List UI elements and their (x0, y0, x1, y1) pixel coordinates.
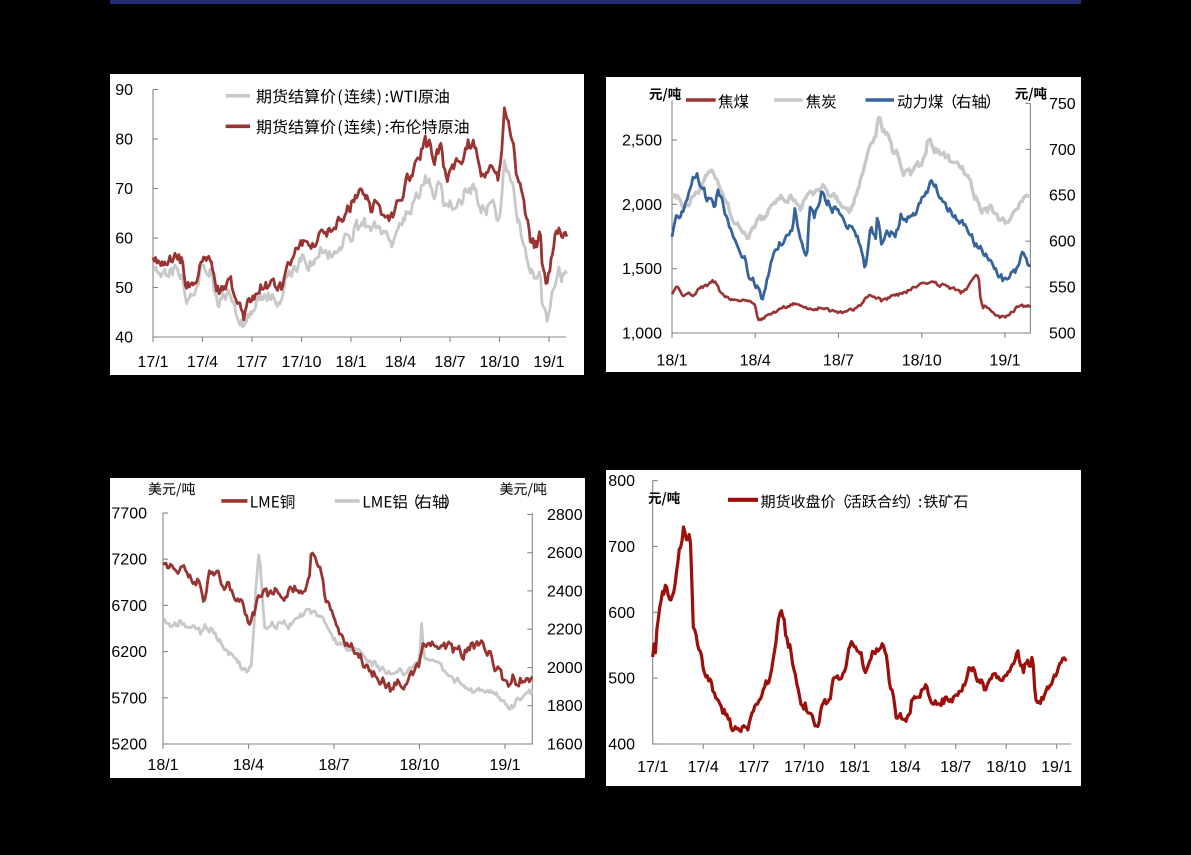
svg-text:700: 700 (1049, 142, 1076, 159)
svg-text:18/4: 18/4 (385, 354, 416, 371)
svg-text:18/10: 18/10 (986, 759, 1026, 776)
svg-text:18/4: 18/4 (233, 757, 264, 774)
svg-text:70: 70 (115, 181, 133, 198)
svg-text:17/7: 17/7 (738, 759, 769, 776)
svg-text:400: 400 (608, 737, 635, 754)
svg-text:19/1: 19/1 (533, 354, 564, 371)
svg-text:650: 650 (1049, 188, 1076, 205)
svg-text:17/10: 17/10 (281, 354, 321, 371)
svg-text:800: 800 (608, 473, 635, 490)
svg-text:90: 90 (115, 82, 133, 99)
svg-text:1,500: 1,500 (622, 261, 662, 278)
svg-text:1,000: 1,000 (622, 326, 662, 343)
svg-text:5700: 5700 (111, 690, 147, 707)
svg-text:50: 50 (115, 280, 133, 297)
svg-text:18/4: 18/4 (890, 759, 921, 776)
svg-text:5200: 5200 (111, 737, 147, 754)
svg-text:1800: 1800 (547, 698, 583, 715)
svg-text:2600: 2600 (547, 545, 583, 562)
svg-text:2800: 2800 (547, 507, 583, 524)
svg-text:500: 500 (1049, 326, 1076, 343)
svg-text:550: 550 (1049, 280, 1076, 297)
svg-text:7200: 7200 (111, 552, 147, 569)
svg-text:2,000: 2,000 (622, 197, 662, 214)
svg-text:2200: 2200 (547, 622, 583, 639)
svg-text:6700: 6700 (111, 598, 147, 615)
svg-text:19/1: 19/1 (1041, 759, 1072, 776)
svg-text:18/7: 18/7 (940, 759, 971, 776)
svg-text:17/1: 17/1 (137, 354, 168, 371)
svg-text:18/10: 18/10 (902, 353, 942, 370)
svg-text:18/1: 18/1 (656, 353, 687, 370)
svg-text:500: 500 (608, 671, 635, 688)
svg-text:18/7: 18/7 (823, 353, 854, 370)
svg-text:17/4: 17/4 (187, 354, 218, 371)
svg-text:700: 700 (608, 539, 635, 556)
svg-text:7700: 7700 (111, 506, 147, 523)
svg-text:6200: 6200 (111, 644, 147, 661)
svg-text:17/4: 17/4 (688, 759, 719, 776)
svg-text:60: 60 (115, 231, 133, 248)
svg-text:19/1: 19/1 (489, 757, 520, 774)
svg-text:2,500: 2,500 (622, 133, 662, 150)
svg-text:2400: 2400 (547, 583, 583, 600)
svg-text:600: 600 (608, 605, 635, 622)
svg-text:17/10: 17/10 (784, 759, 824, 776)
svg-text:1600: 1600 (547, 737, 583, 754)
svg-text:18/1: 18/1 (839, 759, 870, 776)
svg-text:600: 600 (1049, 234, 1076, 251)
svg-text:80: 80 (115, 132, 133, 149)
svg-text:40: 40 (115, 330, 133, 347)
svg-text:2000: 2000 (547, 660, 583, 677)
svg-text:18/7: 18/7 (434, 354, 465, 371)
svg-text:18/10: 18/10 (479, 354, 519, 371)
svg-text:18/4: 18/4 (740, 353, 771, 370)
svg-text:18/10: 18/10 (399, 757, 439, 774)
svg-text:18/1: 18/1 (147, 757, 178, 774)
svg-text:18/1: 18/1 (335, 354, 366, 371)
svg-text:17/1: 17/1 (637, 759, 668, 776)
svg-text:18/7: 18/7 (318, 757, 349, 774)
svg-text:19/1: 19/1 (989, 353, 1020, 370)
svg-text:17/7: 17/7 (236, 354, 267, 371)
svg-text:750: 750 (1049, 96, 1076, 113)
